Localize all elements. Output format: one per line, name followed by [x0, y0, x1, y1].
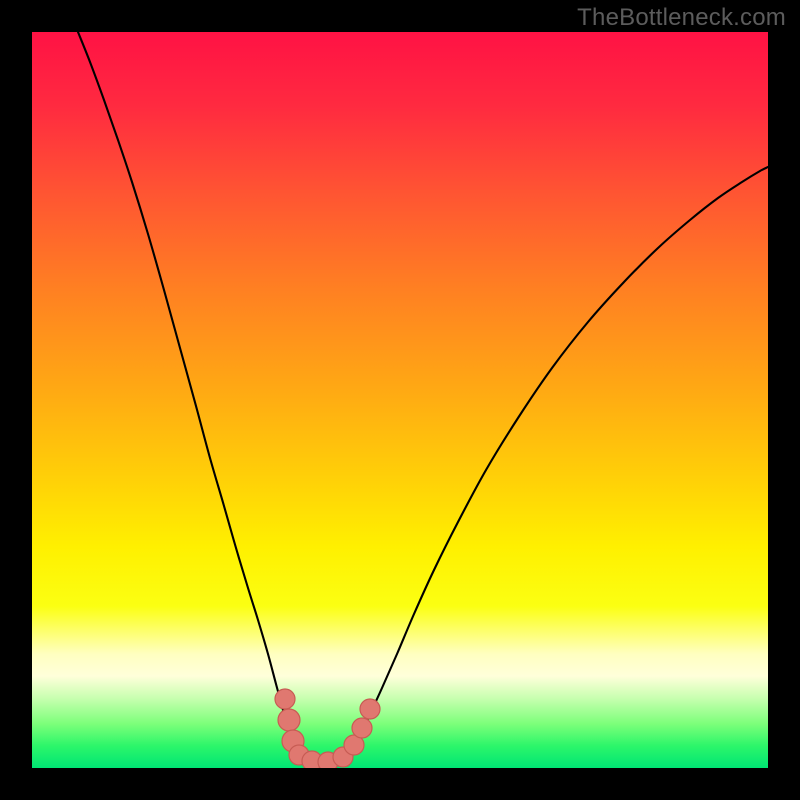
- trough-bead: [352, 718, 372, 738]
- plot-area: [32, 32, 768, 768]
- trough-bead: [360, 699, 380, 719]
- trough-bead: [275, 689, 295, 709]
- trough-bead: [278, 709, 300, 731]
- chart-svg: [0, 0, 800, 800]
- watermark-text: TheBottleneck.com: [577, 4, 786, 32]
- chart-root: TheBottleneck.com: [0, 0, 800, 800]
